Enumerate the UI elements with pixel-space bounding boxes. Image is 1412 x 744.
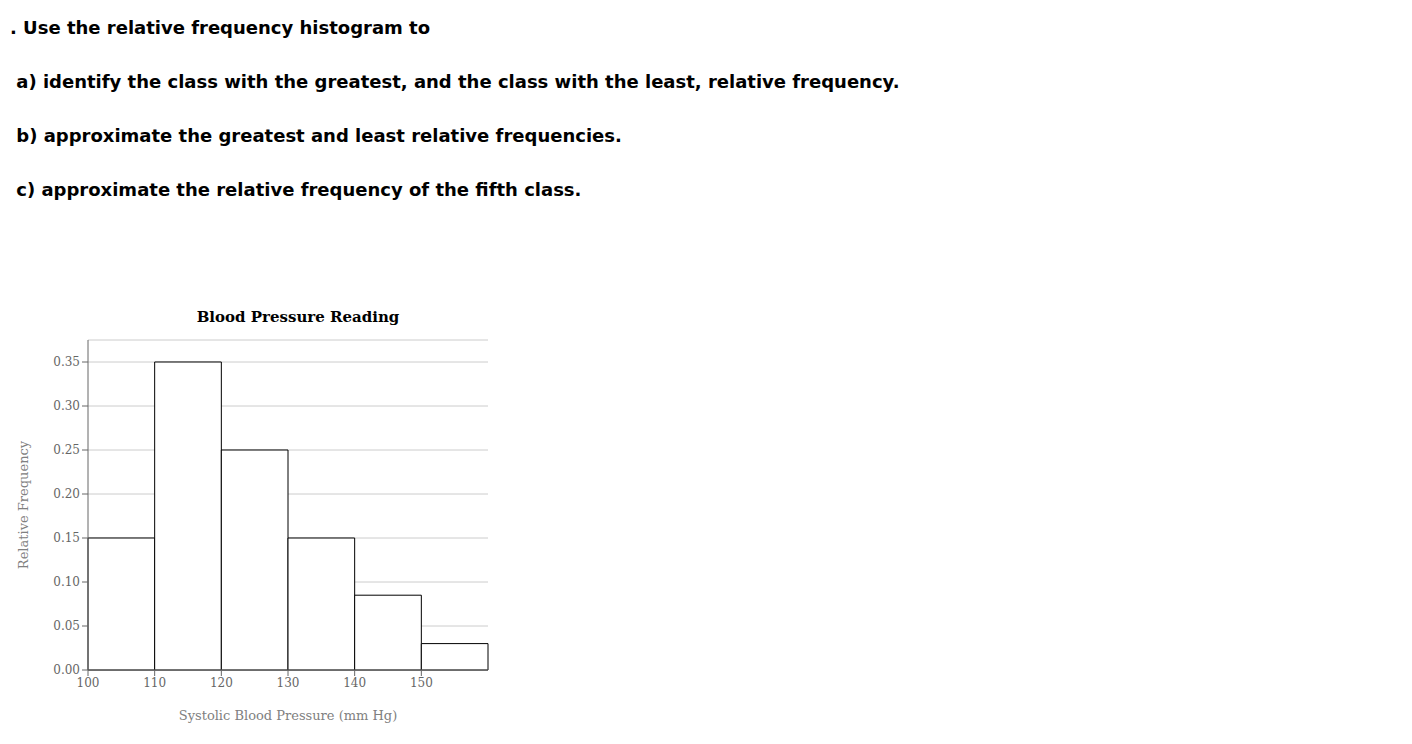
svg-text:Relative Frequency: Relative Frequency bbox=[16, 440, 31, 569]
svg-text:0.35: 0.35 bbox=[53, 355, 80, 369]
svg-text:110: 110 bbox=[143, 676, 166, 690]
svg-text:0.05: 0.05 bbox=[53, 619, 80, 633]
svg-text:Systolic Blood Pressure (mm Hg: Systolic Blood Pressure (mm Hg) bbox=[179, 708, 398, 723]
html-text:Blood Pressure Reading: Blood Pressure Reading bbox=[196, 308, 400, 326]
html-text:a) identify the class with the: a) identify the class with the greatest,… bbox=[10, 71, 900, 92]
svg-text:140: 140 bbox=[343, 676, 366, 690]
svg-text:0.10: 0.10 bbox=[53, 575, 80, 589]
svg-text:150: 150 bbox=[410, 676, 433, 690]
svg-text:0.25: 0.25 bbox=[53, 443, 80, 457]
html-text:b) approximate the greatest an: b) approximate the greatest and least re… bbox=[10, 125, 622, 146]
svg-text:0.00: 0.00 bbox=[53, 663, 80, 677]
svg-text:0.20: 0.20 bbox=[53, 487, 80, 501]
svg-text:100: 100 bbox=[77, 676, 100, 690]
svg-text:0.15: 0.15 bbox=[53, 531, 80, 545]
svg-text:120: 120 bbox=[210, 676, 233, 690]
svg-text:0.30: 0.30 bbox=[53, 399, 80, 413]
html-text:. Use the relative frequency h: . Use the relative frequency histogram t… bbox=[10, 17, 431, 38]
html-text:c) approximate the relative fr: c) approximate the relative frequency of… bbox=[10, 179, 582, 200]
svg-text:130: 130 bbox=[277, 676, 300, 690]
